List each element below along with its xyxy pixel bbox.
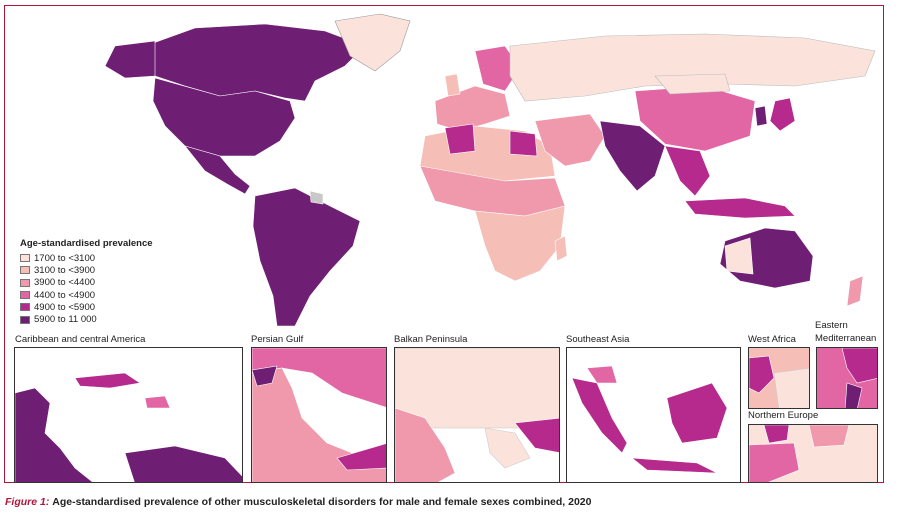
legend: Age-standardised prevalence 1700 to <310… xyxy=(20,238,153,326)
legend-label: 3900 to <4400 xyxy=(34,277,96,289)
figure-caption-text: Age-standardised prevalence of other mus… xyxy=(52,496,592,508)
region-india xyxy=(599,120,666,192)
inset-title-balkan: Balkan Peninsula xyxy=(394,334,468,345)
region-korea xyxy=(754,105,768,127)
region-russia xyxy=(509,33,876,102)
legend-label: 4400 to <4900 xyxy=(34,289,96,301)
inset-title-west-africa: West Africa xyxy=(748,334,796,345)
legend-swatch xyxy=(20,291,30,300)
region-alaska xyxy=(104,40,156,79)
legend-title: Age-standardised prevalence xyxy=(20,238,153,249)
legend-item: 1700 to <3100 xyxy=(20,252,153,264)
world-map xyxy=(104,13,876,327)
inset-title-southeast-asia: Southeast Asia xyxy=(566,334,630,345)
region-algeria xyxy=(444,123,476,155)
region-middle-east xyxy=(534,113,606,167)
inset-map-eastern-med xyxy=(816,347,878,409)
region-southeast-asia-main xyxy=(664,145,711,197)
inset-map-west-africa xyxy=(748,347,810,409)
region-madagascar xyxy=(554,235,568,262)
inset-title-northern-europe: Northern Europe xyxy=(748,410,819,421)
region-egypt xyxy=(509,130,538,157)
legend-item: 4900 to <5900 xyxy=(20,301,153,313)
legend-item: 5900 to 11 000 xyxy=(20,313,153,325)
inset-map-northern-europe xyxy=(748,424,878,483)
legend-label: 1700 to <3100 xyxy=(34,252,96,264)
inset-map-balkan xyxy=(394,347,560,483)
inset-title-persian-gulf: Persian Gulf xyxy=(251,334,304,345)
inset-title-eastern-med: Eastern Mediterranean xyxy=(815,320,877,344)
region-guiana xyxy=(309,190,324,205)
legend-swatch xyxy=(20,254,30,263)
inset-title-caribbean: Caribbean and central America xyxy=(15,334,146,345)
legend-label: 3100 to <3900 xyxy=(34,264,96,276)
legend-swatch xyxy=(20,315,30,324)
legend-label: 4900 to <5900 xyxy=(34,301,96,313)
region-new-zealand xyxy=(846,275,864,307)
legend-item: 3900 to <4400 xyxy=(20,277,153,289)
region-greenland xyxy=(334,13,411,72)
region-uk xyxy=(444,73,461,97)
inset-map-caribbean xyxy=(14,347,243,483)
figure-frame: Age-standardised prevalence 1700 to <310… xyxy=(4,5,884,483)
region-europe-west xyxy=(434,85,511,132)
region-central-southern-africa xyxy=(474,205,566,282)
region-mexico xyxy=(184,145,251,195)
figure-caption: Figure 1: Age-standardised prevalence of… xyxy=(5,496,591,508)
inset-map-persian-gulf xyxy=(251,347,387,483)
inset-map-southeast-asia xyxy=(566,347,741,483)
legend-swatch xyxy=(20,266,30,275)
legend-item: 3100 to <3900 xyxy=(20,264,153,276)
legend-swatch xyxy=(20,278,30,287)
region-west-australia xyxy=(724,237,754,275)
region-japan xyxy=(769,97,796,132)
legend-label: 5900 to 11 000 xyxy=(34,314,97,326)
region-usa xyxy=(152,77,296,157)
legend-item: 4400 to <4900 xyxy=(20,289,153,301)
region-mongolia xyxy=(654,73,731,95)
region-indonesia xyxy=(684,197,796,219)
region-south-america xyxy=(252,187,361,327)
legend-swatch xyxy=(20,303,30,312)
figure-label: Figure 1: xyxy=(5,496,50,508)
